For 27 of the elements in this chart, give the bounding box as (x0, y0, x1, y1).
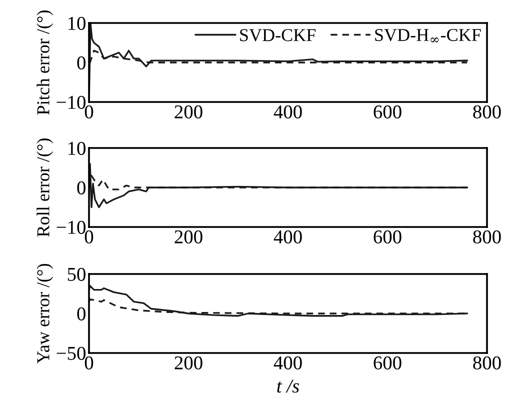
x-tick-label: 600 (374, 105, 402, 118)
y-tick-label: −10 (56, 96, 86, 109)
y-tick-label: −50 (56, 346, 86, 360)
x-tick-label: 200 (174, 356, 202, 370)
y-axis-title: Pitch error /(°) (36, 10, 54, 115)
x-tick-label: 600 (374, 356, 402, 370)
y-tick-label: 0 (77, 307, 86, 320)
y-tick-label: −10 (56, 220, 86, 234)
x-tick-label: 400 (274, 230, 302, 244)
x-tick-label: 800 (473, 356, 501, 370)
y-axis-title: Roll error /(°) (36, 138, 54, 237)
y-tick-label: 0 (77, 56, 86, 70)
x-tick-label: 800 (473, 230, 501, 244)
legend-label: SVD-H$_{∞}$-CKF (375, 28, 481, 42)
x-tick-label: 200 (174, 105, 202, 118)
y-axis-title: Yaw error /(°) (36, 264, 54, 364)
legend-label: SVD-CKF (240, 29, 316, 42)
y-tick-label: 50 (68, 268, 86, 281)
x-tick-label: 600 (374, 230, 402, 244)
x-tick-label: 400 (274, 356, 302, 370)
x-tick-label: 800 (473, 105, 501, 118)
y-tick-label: 0 (77, 181, 86, 194)
y-tick-label: 10 (68, 142, 86, 155)
x-axis-title: t /s (277, 380, 300, 393)
x-tick-label: 400 (274, 105, 302, 118)
x-tick-label: 200 (174, 230, 202, 244)
y-tick-label: 10 (68, 16, 86, 30)
